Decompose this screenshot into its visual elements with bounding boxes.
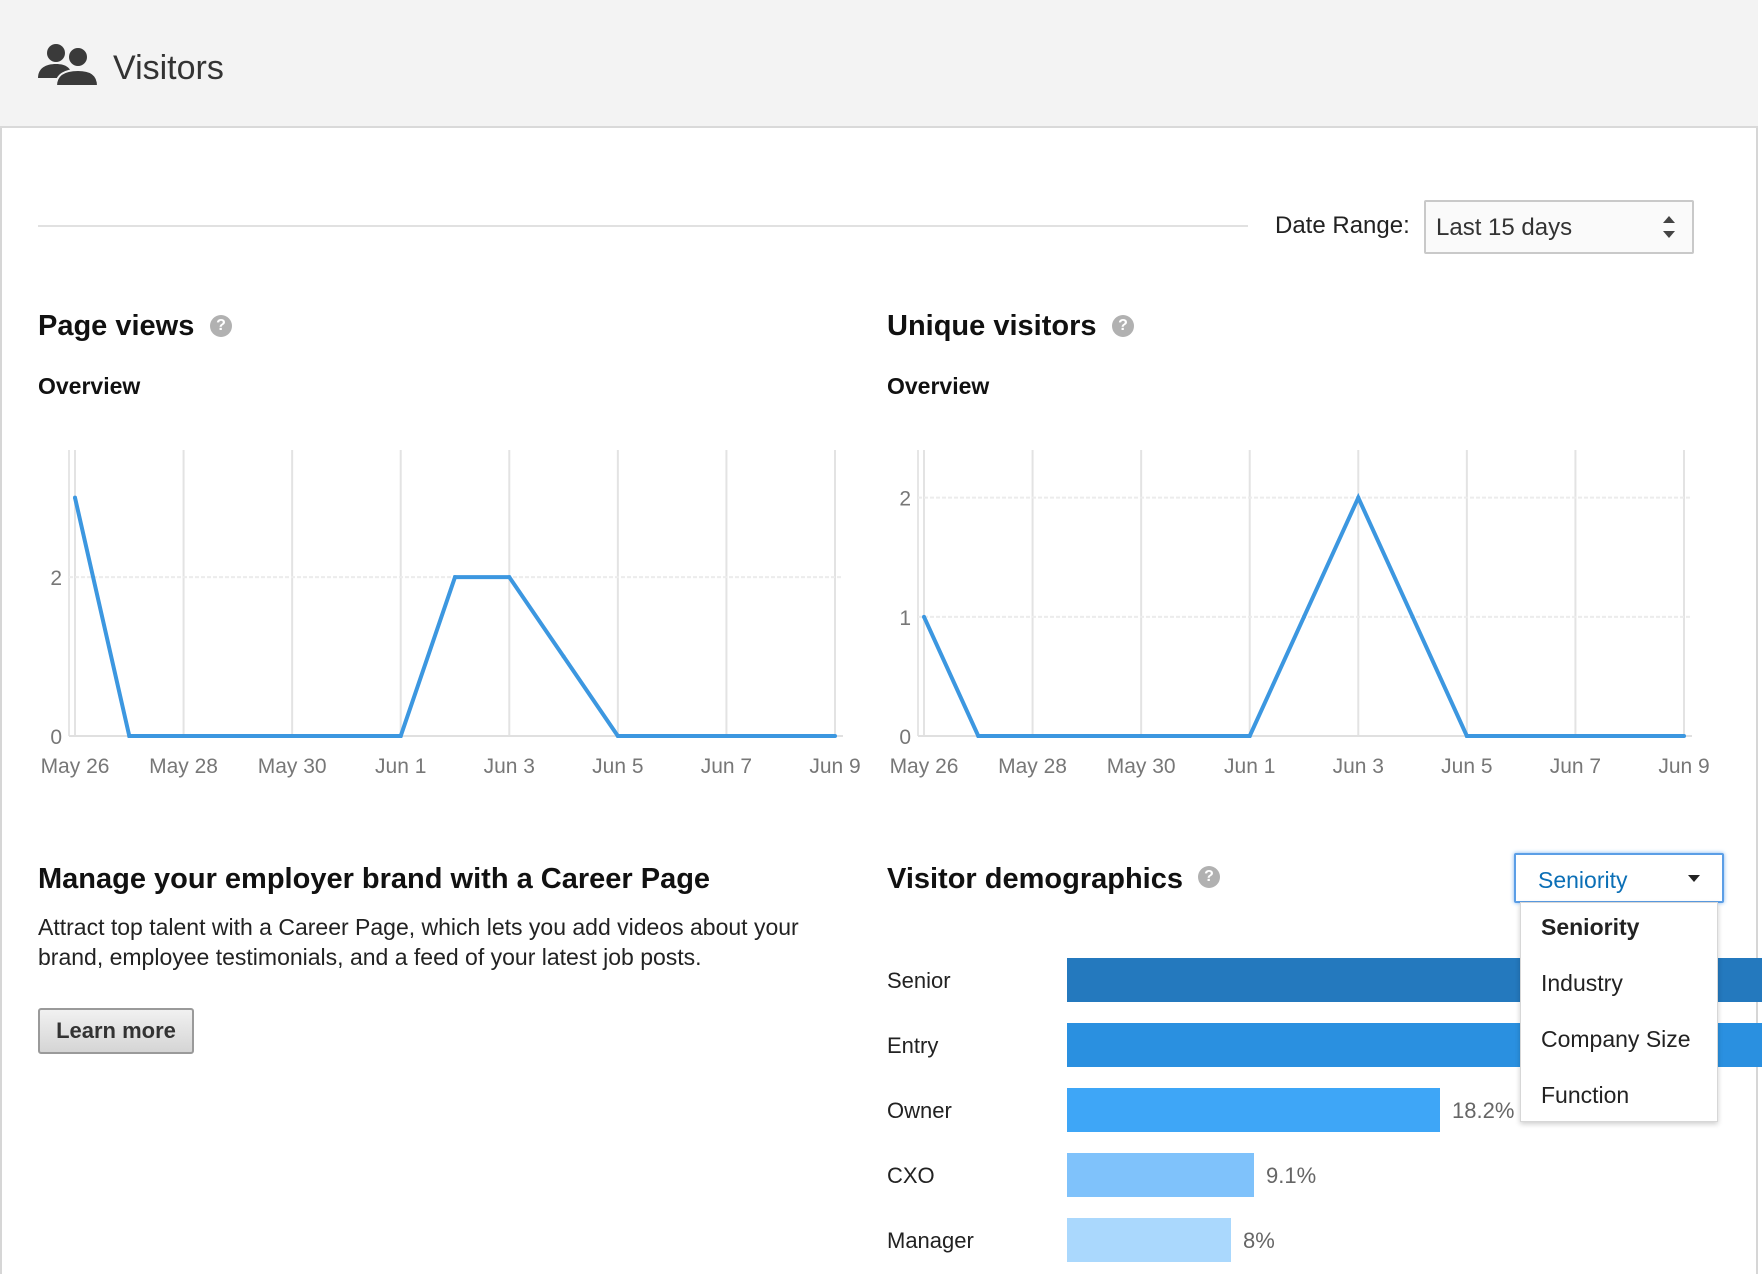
date-range-label: Date Range: [1275,212,1410,239]
page-views-data-point [73,495,77,500]
page-views-data-point [290,734,295,738]
page-views-data-point [670,734,675,738]
unique-visitors-x-tick: May 28 [998,755,1067,778]
page-views-y-tick: 0 [50,726,62,749]
demographics-dropdown-menu: Seniority Industry Company Size Function [1520,902,1718,1122]
career-page-description: Attract top talent with a Career Page, w… [38,914,799,970]
bar-owner [1067,1088,1440,1132]
page-views-x-tick: Jun 7 [701,755,752,778]
card-border-right [1756,0,1758,1274]
page-views-x-tick: Jun 9 [809,755,860,778]
unique-visitors-data-point [1247,734,1252,738]
unique-visitors-title: Unique visitors [887,310,1097,342]
unique-visitors-data-point [1464,734,1469,738]
page-views-data-point [561,654,566,659]
bar-label-entry: Entry [887,1033,939,1058]
bar-label-manager: Manager [887,1228,974,1253]
learn-more-button[interactable]: Learn more [38,1008,194,1054]
page-views-data-point [724,734,729,738]
page-views-data-point [181,734,186,738]
demographics-help-icon[interactable]: ? [1198,866,1220,888]
dropdown-option-seniority[interactable]: Seniority [1541,914,1640,940]
unique-visitors-chart: May 26 May 28 May 30 Jun 1 Jun 3 Jun 5 Jun 7 Ju… [890,450,1710,778]
sort-arrows-icon [1663,216,1675,238]
page-views-data-point [507,575,512,580]
unique-visitors-x-tick: Jun 1 [1224,755,1275,778]
users-icon [38,44,98,87]
unique-visitors-data-point [1682,734,1686,738]
page-views-overview-label: Overview [38,373,141,399]
page-views-x-tick: Jun 1 [375,755,426,778]
page-views-data-point [615,734,620,738]
unique-visitors-data-point [1084,734,1089,738]
page-views-x-tick: May 28 [149,755,218,778]
page-views-data-point [127,734,132,738]
page-views-series-line [73,497,835,738]
unique-visitors-data-point [1573,734,1578,738]
page-views-data-point [398,734,403,738]
unique-visitors-y-tick: 2 [899,488,911,511]
dropdown-option-industry[interactable]: Industry [1541,970,1623,996]
page-views-x-tick: Jun 3 [484,755,535,778]
unique-visitors-data-point [1356,495,1361,500]
demographics-category-select[interactable]: Seniority [1514,853,1724,903]
page-views-data-point [235,734,240,738]
page-views-title: Page views [38,310,195,342]
bar-label-owner: Owner [887,1098,952,1123]
page-views-data-point [833,734,837,738]
bar-value-cxo: 9.1% [1266,1163,1317,1188]
unique-visitors-data-point [1627,734,1632,738]
unique-visitors-x-tick: Jun 9 [1658,755,1709,778]
divider [38,225,1248,227]
page-views-x-tick: May 30 [258,755,327,778]
date-range-select[interactable]: Last 15 days [1424,200,1694,254]
page-views-data-point [453,575,457,580]
unique-visitors-y-tick: 0 [899,726,911,749]
unique-visitors-help-icon[interactable]: ? [1112,315,1134,337]
visitor-demographics-title: Visitor demographics [887,863,1183,895]
date-range-value: Last 15 days [1436,214,1573,241]
page-views-data-point [344,734,349,738]
card-border-left [0,0,2,1274]
unique-visitors-data-point [1193,734,1198,738]
unique-visitors-data-point [1030,734,1035,738]
unique-visitors-data-point [1519,734,1524,738]
caret-down-icon [1688,875,1700,882]
unique-visitors-data-point [1302,614,1306,619]
bar-cxo [1067,1153,1254,1197]
unique-visitors-data-point [976,734,981,738]
page-views-data-point [778,734,783,738]
unique-visitors-y-tick: 1 [899,607,911,630]
demographics-selected-value: Seniority [1538,867,1628,893]
unique-visitors-data-point [1410,614,1415,619]
page-views-chart: May 26 May 28 May 30 Jun 1 Jun 3 Jun 5 Jun 7 Ju… [41,450,861,778]
page-views-x-tick: May 26 [41,755,110,778]
unique-visitors-overview-label: Overview [887,373,990,399]
career-page-title: Manage your employer brand with a Career… [38,863,711,895]
unique-visitors-x-tick: May 26 [890,755,959,778]
bar-value-owner: 18.2% [1452,1098,1515,1123]
unique-visitors-data-point [1139,734,1144,738]
unique-visitors-x-tick: Jun 7 [1550,755,1601,778]
panel-header: Visitors [0,0,1758,128]
page-views-help-icon[interactable]: ? [210,315,232,337]
page-views-y-tick: 2 [50,567,62,590]
bar-label-cxo: CXO [887,1163,935,1188]
dropdown-option-function[interactable]: Function [1541,1082,1630,1108]
bar-value-manager: 8% [1243,1228,1275,1253]
bar-manager [1067,1218,1231,1262]
dropdown-option-company-size[interactable]: Company Size [1541,1026,1691,1052]
page-views-x-tick: Jun 5 [592,755,643,778]
bar-label-senior: Senior [887,968,951,993]
unique-visitors-x-tick: May 30 [1107,755,1176,778]
page-title: Visitors [113,49,224,87]
unique-visitors-data-point [922,614,926,619]
unique-visitors-x-tick: Jun 3 [1333,755,1384,778]
unique-visitors-x-tick: Jun 5 [1441,755,1492,778]
